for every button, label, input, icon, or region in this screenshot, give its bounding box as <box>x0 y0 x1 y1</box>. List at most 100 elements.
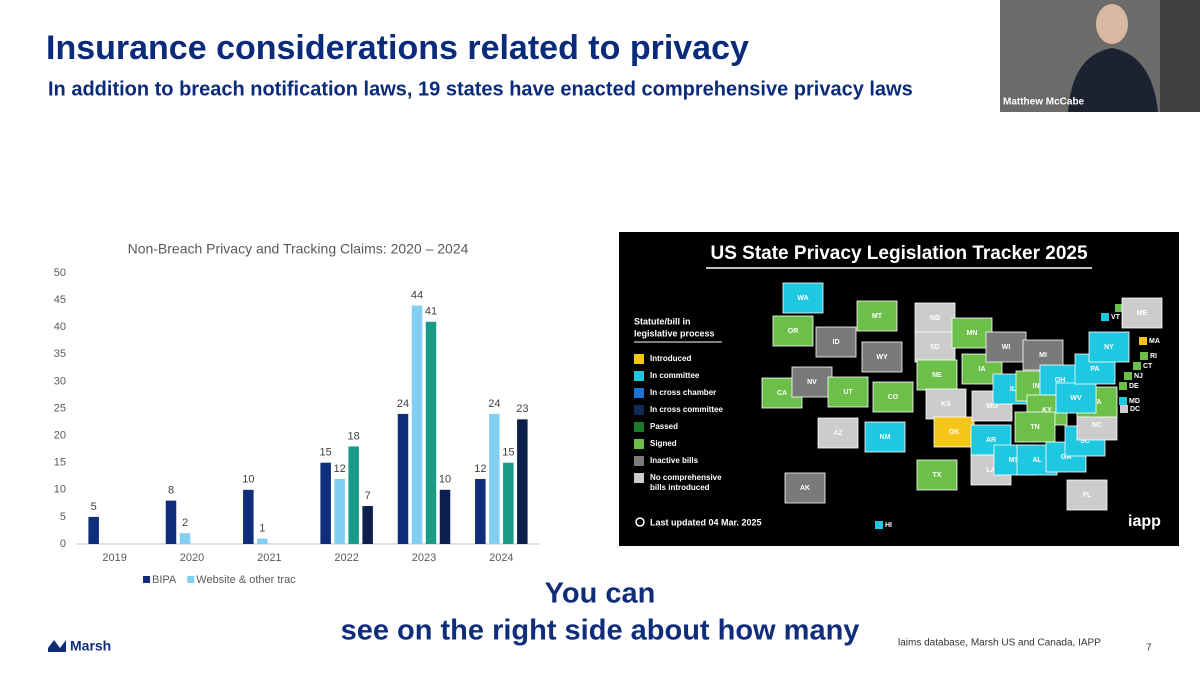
state-label: OH <box>1055 377 1066 384</box>
map-legend-label: In cross committee <box>650 405 723 414</box>
state-label: WY <box>876 354 888 361</box>
state-label: NV <box>807 379 817 386</box>
bar <box>165 500 177 544</box>
bar <box>320 462 331 544</box>
legend-label: BIPA <box>152 574 177 586</box>
bar <box>425 321 437 544</box>
state-label: DE <box>1129 383 1139 390</box>
value-label: 10 <box>439 474 451 486</box>
state-label: IN <box>1033 383 1040 390</box>
state-label: VA <box>1092 399 1101 406</box>
state-label: ID <box>833 339 840 346</box>
state <box>817 417 859 449</box>
state-label: AL <box>1032 457 1042 464</box>
state-label: ME <box>1137 310 1148 317</box>
state-label: TX <box>933 472 942 479</box>
state <box>1088 331 1130 363</box>
state-label: OR <box>788 328 799 335</box>
state-label: IL <box>1010 386 1017 393</box>
state-label: DC <box>1130 406 1140 413</box>
value-label: 44 <box>411 289 423 301</box>
state <box>782 282 824 314</box>
state-label: CO <box>888 394 899 401</box>
bar <box>503 462 514 544</box>
state-label: MN <box>967 330 978 337</box>
state-label: RI <box>1150 353 1157 360</box>
state <box>875 521 883 529</box>
value-label: 5 <box>91 501 97 513</box>
state-label: GA <box>1061 454 1072 461</box>
state-label: MI <box>1039 352 1047 359</box>
state-label: MD <box>1129 398 1140 405</box>
state-label: WV <box>1070 395 1082 402</box>
state <box>1120 405 1128 413</box>
value-label: 23 <box>516 403 528 415</box>
map-legend-label: No comprehensive <box>650 473 722 482</box>
y-tick-label: 35 <box>54 348 66 360</box>
state <box>1115 304 1123 312</box>
map-legend-swatch <box>634 422 644 432</box>
caption-line: see on the right side about how many <box>341 615 860 647</box>
state <box>827 376 869 408</box>
y-tick-label: 10 <box>54 484 66 496</box>
webcam-name: Matthew McCabe <box>1003 97 1085 108</box>
state <box>1121 297 1163 329</box>
value-label: 15 <box>502 447 514 459</box>
y-tick-label: 0 <box>60 538 66 550</box>
legend-label: Website & other trac <box>196 574 296 586</box>
bar <box>397 413 409 544</box>
state <box>791 366 833 398</box>
legend-swatch <box>187 576 195 583</box>
state <box>772 315 814 347</box>
state-label: KS <box>941 401 951 408</box>
logo: Marsh <box>70 638 111 654</box>
map-legend-swatch <box>634 354 644 364</box>
value-label: 18 <box>348 430 360 442</box>
state <box>1119 397 1127 405</box>
state <box>914 302 956 334</box>
state <box>916 359 958 391</box>
caption-line: You can <box>545 578 656 610</box>
bar <box>475 478 486 544</box>
state-label: CT <box>1143 363 1153 370</box>
state-label: MS <box>1009 457 1020 464</box>
map-legend-label: Inactive bills <box>650 456 699 465</box>
state-label: HI <box>885 522 892 529</box>
source-note: laims database, Marsh US and Canada, IAP… <box>898 638 1101 649</box>
state-label: NY <box>1104 344 1114 351</box>
value-label: 12 <box>334 463 346 475</box>
map-legend-title: legislative process <box>634 328 715 338</box>
state-label: KY <box>1042 407 1052 414</box>
chart-title: Non-Breach Privacy and Tracking Claims: … <box>128 241 469 257</box>
state-label: NC <box>1092 422 1102 429</box>
bar <box>88 516 99 544</box>
update-icon <box>635 517 645 527</box>
state <box>815 326 857 358</box>
state-label: WA <box>797 295 808 302</box>
value-label: 10 <box>242 474 254 486</box>
y-tick-label: 5 <box>60 511 66 523</box>
state <box>864 421 906 453</box>
state <box>861 341 903 373</box>
state <box>916 459 958 491</box>
state-label: VT <box>1111 314 1121 321</box>
state-label: AK <box>800 485 810 492</box>
state-label: UT <box>843 389 853 396</box>
state-label: AZ <box>833 430 843 437</box>
state <box>1133 362 1141 370</box>
state <box>1140 352 1148 360</box>
bar <box>439 489 451 544</box>
value-label: 2 <box>182 517 188 529</box>
logo-mark <box>48 640 66 652</box>
state-label: MO <box>986 403 998 410</box>
value-label: 24 <box>488 398 500 410</box>
y-tick-label: 20 <box>54 430 66 442</box>
map-panel: US State Privacy Legislation Tracker 202… <box>619 232 1179 546</box>
map-legend-label: Introduced <box>650 354 691 363</box>
state <box>1139 337 1147 345</box>
x-tick-label: 2023 <box>412 552 436 564</box>
webcam-wall <box>1160 0 1200 112</box>
state <box>1124 372 1132 380</box>
y-tick-label: 25 <box>54 402 66 414</box>
